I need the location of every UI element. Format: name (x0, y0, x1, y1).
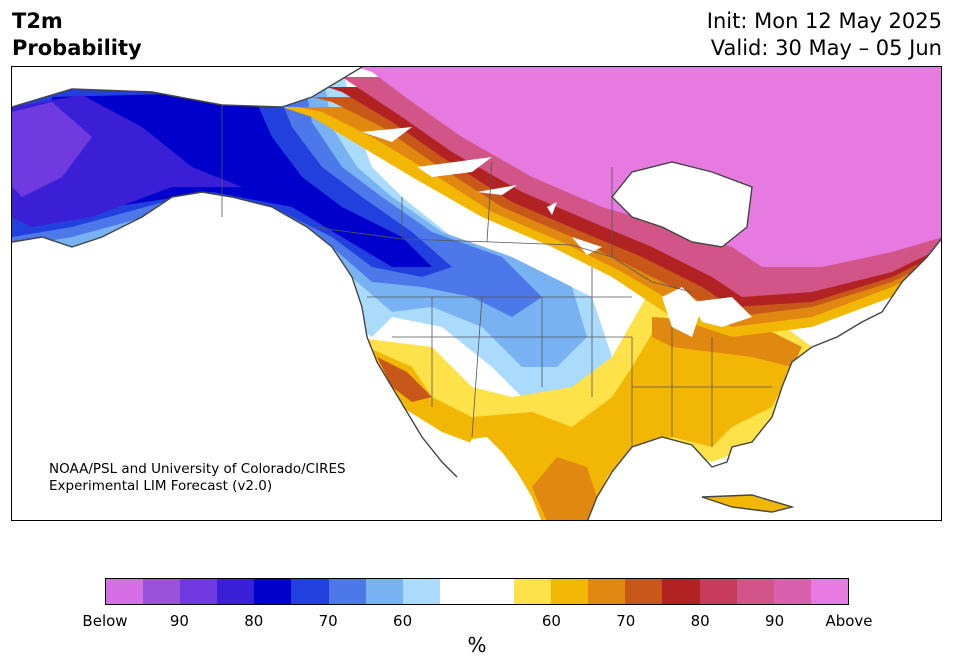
colorbar-segment (476, 579, 515, 604)
colorbar-segment (514, 579, 552, 604)
colorbar-segment (439, 579, 477, 604)
valid-period: Valid: 30 May – 05 Jun (710, 36, 942, 60)
map-canvas (12, 67, 941, 520)
colorbar-tick-label: Above (825, 612, 873, 630)
colorbar-tick-label: Below (82, 612, 128, 630)
below-normal-bands (12, 67, 612, 407)
colorbar-tick-label: 60 (393, 612, 413, 630)
colorbar-segment (365, 579, 403, 604)
colorbar-segment (699, 579, 737, 604)
colorbar-tick-label: 70 (616, 612, 636, 630)
probability-map (11, 66, 942, 521)
colorbar (105, 578, 849, 605)
colorbar-tick-label: 90 (765, 612, 785, 630)
water-bodies (362, 127, 752, 337)
colorbar-segment (291, 579, 329, 604)
colorbar-tick-label: 60 (541, 612, 561, 630)
credit-line-1: NOAA/PSL and University of Colorado/CIRE… (49, 461, 346, 477)
credit-line-2: Experimental LIM Forecast (v2.0) (49, 478, 273, 494)
colorbar-segment (736, 579, 774, 604)
map-title: T2m Probability (12, 8, 142, 62)
colorbar-tick-label: 70 (318, 612, 338, 630)
colorbar-segment (217, 579, 255, 604)
forecast-dates: Init: Mon 12 May 2025 Valid: 30 May – 05… (707, 8, 942, 62)
colorbar-segment (625, 579, 663, 604)
colorbar-segment (143, 579, 181, 604)
political-borders (221, 105, 772, 447)
colorbar-segment (662, 579, 700, 604)
colorbar-tick-label: 80 (690, 612, 710, 630)
colorbar-segment (180, 579, 218, 604)
colorbar-segment (773, 579, 811, 604)
data-credit: NOAA/PSL and University of Colorado/CIRE… (49, 461, 346, 495)
title-product: Probability (12, 36, 142, 60)
colorbar-tick-label: 80 (244, 612, 264, 630)
colorbar-segment (328, 579, 366, 604)
colorbar-segment (551, 579, 589, 604)
colorbar-tick-label: 90 (169, 612, 189, 630)
colorbar-segment (588, 579, 626, 604)
title-variable: T2m (12, 9, 63, 33)
colorbar-unit: % (467, 633, 487, 657)
colorbar-segment (402, 579, 440, 604)
colorbar-segment (106, 579, 144, 604)
colorbar-segment (810, 579, 848, 604)
init-date: Init: Mon 12 May 2025 (706, 9, 942, 33)
coastlines (12, 67, 941, 520)
colorbar-segment (254, 579, 292, 604)
